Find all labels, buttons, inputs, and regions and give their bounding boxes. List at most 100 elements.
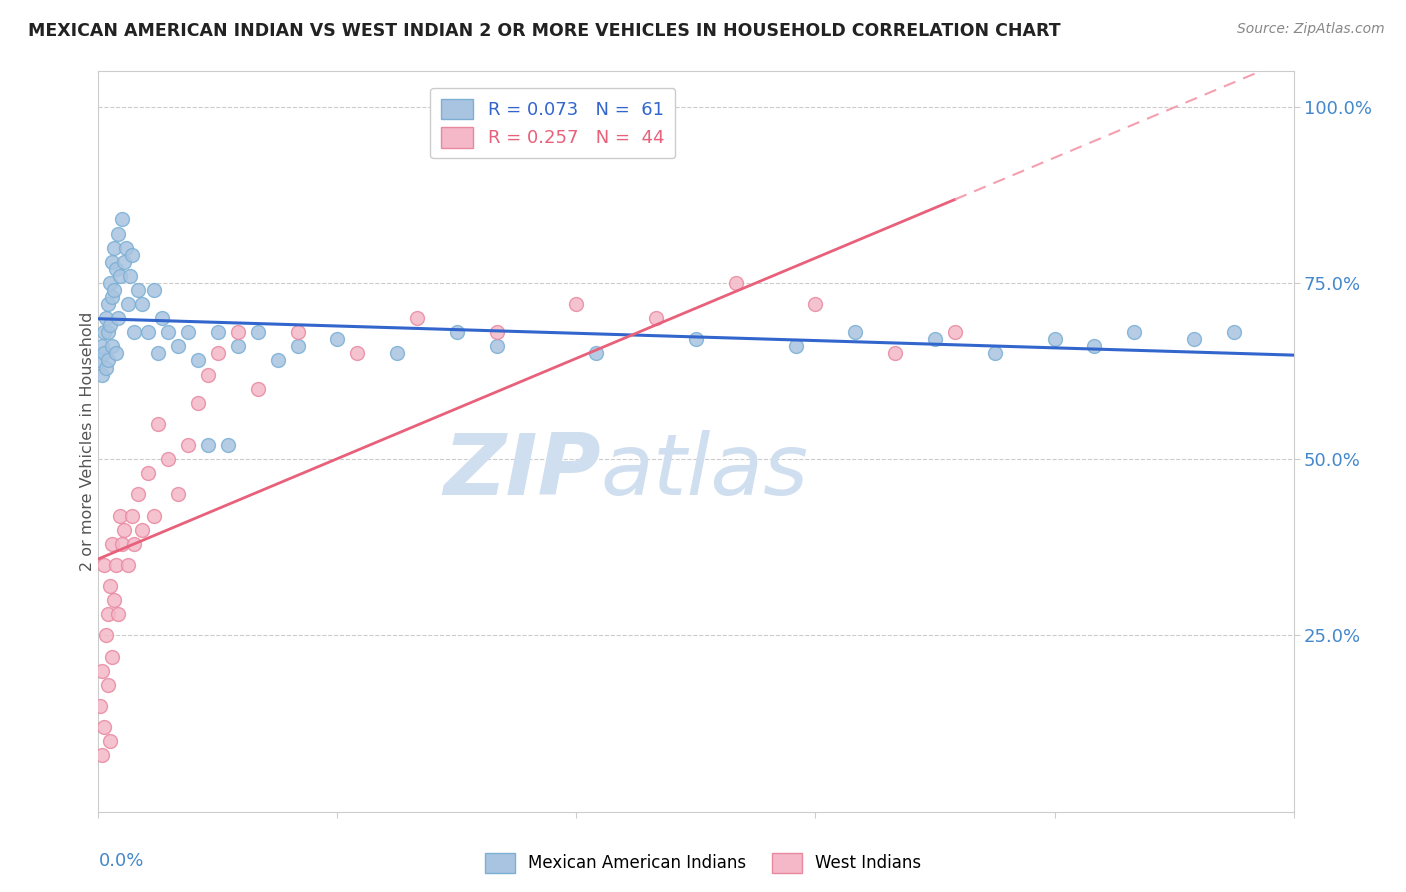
Point <box>143 508 166 523</box>
Point <box>101 290 124 304</box>
Point <box>96 628 118 642</box>
Point <box>924 332 946 346</box>
Point <box>267 353 290 368</box>
Point <box>346 346 368 360</box>
Point <box>107 311 129 326</box>
Point <box>150 311 173 326</box>
Point <box>101 339 124 353</box>
Legend: Mexican American Indians, West Indians: Mexican American Indians, West Indians <box>478 847 928 880</box>
Text: MEXICAN AMERICAN INDIAN VS WEST INDIAN 2 OR MORE VEHICLES IN HOUSEHOLD CORRELATI: MEXICAN AMERICAN INDIAN VS WEST INDIAN 2… <box>28 22 1060 40</box>
Point <box>287 339 309 353</box>
Point <box>385 346 409 360</box>
Point <box>97 297 120 311</box>
Point <box>121 508 143 523</box>
Point <box>91 339 114 353</box>
Point <box>565 297 588 311</box>
Point <box>103 283 125 297</box>
Point <box>103 593 125 607</box>
Point <box>148 346 170 360</box>
Point <box>101 537 124 551</box>
Point <box>115 241 138 255</box>
Point <box>157 325 180 339</box>
Point <box>226 339 249 353</box>
Point <box>585 346 607 360</box>
Point <box>246 382 269 396</box>
Point <box>943 325 966 339</box>
Point <box>103 241 125 255</box>
Point <box>112 254 135 268</box>
Point <box>96 360 118 375</box>
Point <box>197 438 219 452</box>
Point <box>98 276 122 290</box>
Point <box>724 276 747 290</box>
Point <box>197 368 219 382</box>
Point <box>93 346 115 360</box>
Point <box>131 523 153 537</box>
Point <box>117 297 139 311</box>
Point <box>93 558 115 572</box>
Point <box>97 353 120 368</box>
Point <box>1083 339 1105 353</box>
Point <box>105 346 128 360</box>
Point <box>112 523 135 537</box>
Point <box>89 353 111 368</box>
Text: ZIP: ZIP <box>443 430 600 513</box>
Point <box>148 417 170 431</box>
Point <box>97 325 120 339</box>
Point <box>177 325 200 339</box>
Text: atlas: atlas <box>600 430 808 513</box>
Text: 0.0%: 0.0% <box>98 853 143 871</box>
Point <box>1043 332 1066 346</box>
Point <box>785 339 807 353</box>
Point <box>101 649 124 664</box>
Point <box>645 311 668 326</box>
Point <box>217 438 239 452</box>
Point <box>97 678 120 692</box>
Point <box>127 283 149 297</box>
Point <box>111 212 134 227</box>
Point <box>406 311 429 326</box>
Point <box>98 734 122 748</box>
Point <box>1123 325 1146 339</box>
Text: Source: ZipAtlas.com: Source: ZipAtlas.com <box>1237 22 1385 37</box>
Point <box>1182 332 1205 346</box>
Point <box>326 332 349 346</box>
Point <box>121 248 143 262</box>
Point <box>804 297 827 311</box>
Point <box>98 579 122 593</box>
Point <box>167 487 190 501</box>
Y-axis label: 2 or more Vehicles in Household: 2 or more Vehicles in Household <box>80 312 94 571</box>
Point <box>984 346 1007 360</box>
Point <box>93 325 115 339</box>
Legend: R = 0.073   N =  61, R = 0.257   N =  44: R = 0.073 N = 61, R = 0.257 N = 44 <box>430 87 675 159</box>
Point <box>884 346 907 360</box>
Point <box>110 508 132 523</box>
Point <box>844 325 866 339</box>
Point <box>91 664 114 678</box>
Point <box>143 283 166 297</box>
Point <box>110 268 132 283</box>
Point <box>124 325 146 339</box>
Point <box>287 325 309 339</box>
Point <box>446 325 468 339</box>
Point <box>124 537 146 551</box>
Point <box>485 339 508 353</box>
Point <box>107 227 129 241</box>
Point <box>107 607 129 622</box>
Point <box>685 332 707 346</box>
Point <box>187 353 209 368</box>
Point <box>207 325 229 339</box>
Point <box>105 261 128 276</box>
Point <box>131 297 153 311</box>
Point <box>97 607 120 622</box>
Point <box>111 537 134 551</box>
Point <box>1223 325 1246 339</box>
Point <box>177 438 200 452</box>
Point <box>120 268 142 283</box>
Point <box>91 368 114 382</box>
Point <box>89 698 111 713</box>
Point <box>96 311 118 326</box>
Point <box>167 339 190 353</box>
Point <box>485 325 508 339</box>
Point <box>117 558 139 572</box>
